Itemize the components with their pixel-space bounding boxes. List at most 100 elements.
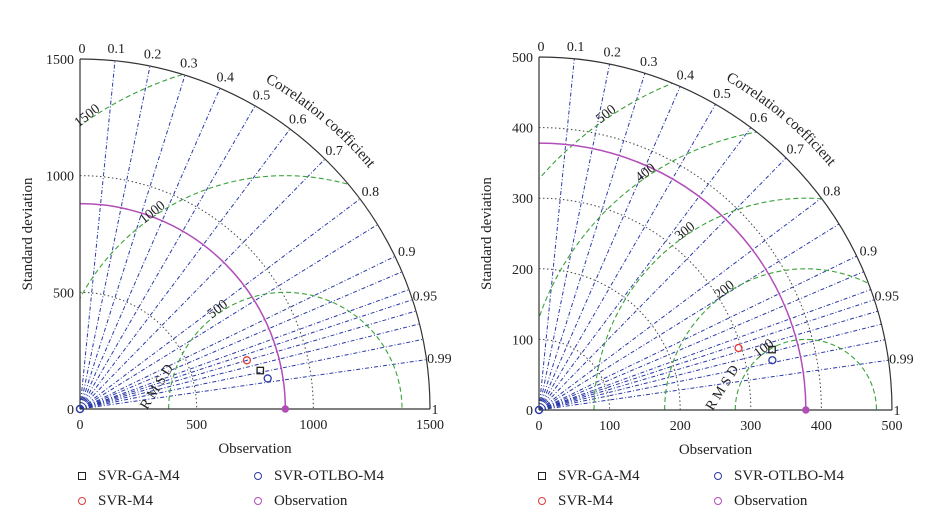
x-tick-label: 0 xyxy=(536,419,543,434)
legend-label: SVR-OTLBO-M4 xyxy=(734,468,845,484)
correlation-line xyxy=(79,289,410,410)
correlation-line xyxy=(79,60,116,410)
outer-arc xyxy=(79,58,431,410)
y-tick-label: 500 xyxy=(512,51,533,66)
legend-item-observation: Observation xyxy=(254,493,347,510)
correlation-line xyxy=(79,105,256,410)
origin-mark xyxy=(75,404,85,414)
sd-grid-arc xyxy=(79,291,198,410)
correlation-line xyxy=(538,223,840,411)
y-tick-label: 100 xyxy=(512,333,533,348)
correlation-tick-label: 0.9 xyxy=(860,244,878,259)
rmsd-value-label: 200 xyxy=(712,278,738,303)
legend-item-svr-ga-m4: SVR-GA-M4 xyxy=(78,468,180,485)
legend-label: Observation xyxy=(274,493,348,509)
x-axis-title: Observation xyxy=(218,441,292,457)
correlation-line xyxy=(538,104,716,411)
correlation-line xyxy=(79,255,396,410)
legend-label: Observation xyxy=(734,493,808,509)
corr-label-path xyxy=(717,75,883,249)
correlation-line xyxy=(538,323,882,411)
correlation-tick-label: 0.3 xyxy=(640,55,658,70)
observation-sd-arc xyxy=(79,202,287,410)
correlation-line xyxy=(79,88,221,410)
model-point-svr-otlbo-m4 xyxy=(768,356,777,365)
correlation-line xyxy=(538,271,864,411)
corr-label-path xyxy=(257,77,421,250)
rmsd-value-label: 500 xyxy=(593,102,619,127)
correlation-tick-label: 1 xyxy=(432,403,439,418)
correlation-tick-label: 0.8 xyxy=(362,185,380,200)
legend-label: SVR-OTLBO-M4 xyxy=(274,468,385,484)
observation-point xyxy=(802,406,810,414)
x-tick-label: 400 xyxy=(811,419,832,434)
rmsd-value-label: 300 xyxy=(672,219,698,244)
y-tick-label: 0 xyxy=(67,403,74,418)
correlation-tick-label: 0.4 xyxy=(216,70,234,85)
legend-right: SVR-GA-M4 SVR-OTLBO-M4 SVR-M4 Observatio… xyxy=(538,468,898,518)
correlation-tick-label: 0.2 xyxy=(603,45,621,60)
correlation-line xyxy=(79,338,424,410)
correlation-line xyxy=(79,128,291,410)
y-axis-title: Standard deviation xyxy=(479,177,495,290)
correlation-tick-label: 0.7 xyxy=(325,144,343,159)
legend-label: SVR-M4 xyxy=(558,493,614,509)
model-point-svr-ga-m4 xyxy=(256,366,265,375)
correlation-line xyxy=(79,74,186,410)
correlation-tick-label: 0.4 xyxy=(677,69,695,84)
correlation-tick-label: 0.95 xyxy=(413,290,438,305)
y-tick-label: 0 xyxy=(526,404,533,419)
correlation-tick-label: 0 xyxy=(538,40,545,55)
x-tick-label: 1000 xyxy=(299,418,327,433)
sd-grid-arc xyxy=(538,127,822,411)
model-point-svr-ga-m4 xyxy=(768,345,776,354)
legend-square-marker xyxy=(78,471,86,480)
correlation-line xyxy=(79,323,420,410)
y-tick-label: 300 xyxy=(512,192,533,207)
origin-mark xyxy=(534,405,544,415)
correlation-line xyxy=(538,310,879,411)
legend-item-svr-otlbo-m4: SVR-OTLBO-M4 xyxy=(254,468,384,485)
model-point-svr-m4 xyxy=(734,343,743,353)
legend-item-svr-ga-m4: SVR-GA-M4 xyxy=(538,468,640,485)
correlation-line xyxy=(538,157,787,411)
x-tick-label: 500 xyxy=(882,419,903,434)
x-axis-title: Observation xyxy=(679,442,753,458)
correlation-tick-label: 0.7 xyxy=(786,143,804,158)
rmsd-value-label: 1500 xyxy=(72,102,103,131)
correlation-line xyxy=(79,310,417,410)
correlation-tick-label: 0.9 xyxy=(398,245,416,260)
legend-circle-marker xyxy=(254,496,262,505)
correlation-line xyxy=(79,359,427,410)
correlation-tick-label: 1 xyxy=(894,404,901,419)
legend-item-svr-m4: SVR-M4 xyxy=(78,493,153,510)
x-tick-label: 200 xyxy=(670,419,691,434)
correlation-line xyxy=(79,224,378,410)
correlation-line xyxy=(538,359,889,411)
correlation-line xyxy=(538,197,822,411)
x-tick-label: 0 xyxy=(77,418,84,433)
legend-circle-marker xyxy=(714,471,722,480)
correlation-line xyxy=(79,158,326,410)
correlation-tick-label: 0 xyxy=(79,42,86,57)
rmsd-arc xyxy=(593,197,892,410)
y-tick-label: 200 xyxy=(512,263,533,278)
legend-circle-marker xyxy=(78,496,86,505)
correlation-tick-label: 0.3 xyxy=(180,57,198,72)
x-tick-label: 500 xyxy=(186,418,207,433)
correlation-line xyxy=(538,64,611,411)
correlation-line xyxy=(538,86,681,411)
rmsd-value-label: 1000 xyxy=(137,198,168,227)
correlation-tick-label: 0.8 xyxy=(823,184,841,199)
sd-grid-arc xyxy=(538,197,752,411)
rmsd-arc xyxy=(80,175,430,409)
correlation-line xyxy=(79,65,151,410)
correlation-tick-label: 0.5 xyxy=(253,89,271,104)
correlation-line xyxy=(538,73,646,411)
sd-grid-arc xyxy=(79,175,314,410)
correlation-tick-label: 0.99 xyxy=(889,352,914,367)
correlation-line xyxy=(538,299,875,411)
correlation-tick-label: 0.2 xyxy=(144,47,162,62)
